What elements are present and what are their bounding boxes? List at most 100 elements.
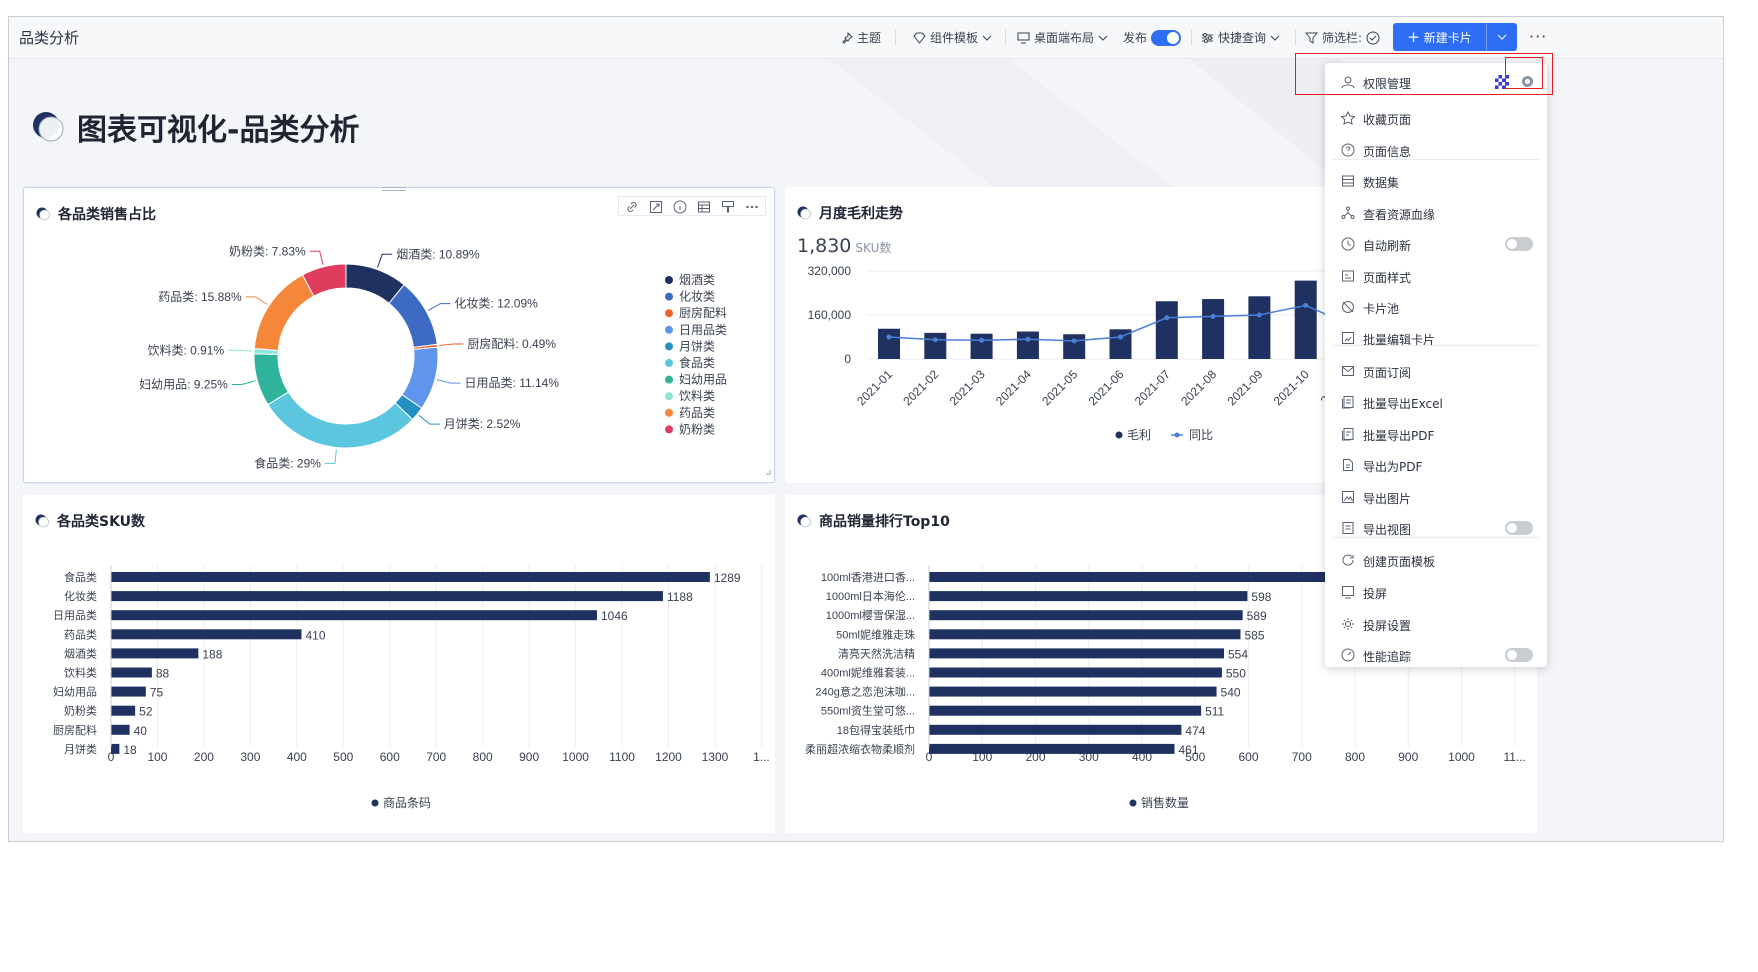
desktop-layout-dropdown[interactable]: 桌面端布局 [1017,29,1108,46]
data-label: 52 [139,705,153,719]
menu-item[interactable]: 投屏设置 [1325,610,1547,638]
theme-button[interactable]: 主题 [841,29,881,46]
legend-label: 烟酒类 [679,273,715,287]
legend-marker [665,392,673,401]
x-tick-label: 2021-07 [1132,367,1173,408]
plus-icon: + [1407,28,1420,46]
kpi-unit: SKU数 [855,241,892,255]
menu-item[interactable]: 卡片池 [1325,293,1547,321]
card-title: 商品销量排行Top10 [797,511,950,531]
menu-item[interactable]: 导出视图 [1325,514,1547,542]
link-icon[interactable] [625,199,639,213]
menu-item[interactable]: 页面信息 [1325,136,1547,164]
x-tick-label: 2021-03 [947,367,988,408]
pie-slice [388,284,438,348]
bar [929,572,1329,582]
data-label: 461 [1178,743,1198,757]
line-point [1256,312,1262,318]
new-card-dropdown[interactable] [1487,34,1517,40]
menu-item[interactable]: 页面样式 [1325,262,1547,290]
menu-toggle-switch[interactable] [1505,521,1533,535]
toolbar-divider [1005,30,1006,46]
drag-handle[interactable] [382,187,406,191]
top10-bar-chart: 0 100 200 300 400 500 600 700 800 900 1000 11...100… [805,565,1526,810]
menu-item[interactable]: 查看资源血缘 [1325,199,1547,227]
dashboard-title-text: 图表可视化-品类分析 [77,113,360,148]
card-logo-icon [797,206,811,220]
x-tick-label: 2021-10 [1271,367,1312,408]
monitor-icon [1017,32,1030,43]
pie-leader-line [228,349,253,352]
y-tick-label: 100ml香港进口香... [821,571,915,584]
menu-item[interactable]: 数据集 [1325,167,1547,195]
bar [929,591,1248,602]
question-icon [1341,143,1355,157]
card-pool-icon [1342,301,1354,313]
menu-item[interactable]: 自动刷新 [1325,230,1547,258]
info-icon[interactable] [673,199,687,214]
y-tick-label: 化妆类 [64,589,97,603]
bar [929,610,1243,621]
new-card-button[interactable]: + 新建卡片 [1393,23,1517,51]
bar [111,686,146,697]
expand-icon[interactable] [649,199,663,213]
y-tick-label: 550ml资生堂可悠... [821,704,915,718]
publish-toggle[interactable] [1151,29,1182,46]
bar [929,724,1182,735]
filter-bar-toggle[interactable]: 筛选栏: [1305,29,1380,46]
legend-label: 商品条码 [383,795,431,810]
menu-item[interactable]: 性能追踪 [1325,641,1547,669]
component-template-dropdown[interactable]: 组件模板 [913,29,992,46]
filter-label: 筛选栏: [1322,31,1363,45]
settings-gear-icon[interactable] [1522,76,1533,87]
x-tick-label: 800 [473,750,493,764]
sku-chart-card[interactable]: 各品类SKU数 0 100 200 300 400 500 600 700 800 900 1000… [23,495,775,833]
menu-item[interactable]: 收藏页面 [1325,104,1547,132]
menu-item[interactable]: 批量编辑卡片 [1325,324,1547,352]
data-label: 18 [123,743,137,757]
pie-data-label: 食品类: 29% [254,455,321,470]
menu-item[interactable]: 创建页面模板 [1325,546,1547,574]
pie-slice [267,391,414,449]
pie-leader-line [245,296,268,305]
menu-toggle-switch[interactable] [1505,648,1533,662]
toolbar-divider [1295,30,1296,46]
menu-item[interactable]: 页面订阅 [1325,357,1547,385]
menu-item[interactable]: 批量导出PDF [1325,420,1547,448]
page-style-icon [1342,270,1354,282]
x-tick-label: 500 [333,750,353,764]
x-tick-label: 1100 [609,750,635,764]
x-tick-label: 300 [240,750,260,764]
menu-item[interactable]: 导出为PDF [1325,451,1547,479]
theme-label: 主题 [857,31,882,45]
legend-marker [665,425,673,434]
menu-item[interactable]: 导出图片 [1325,483,1547,511]
quick-query-dropdown[interactable]: 快捷查询 [1201,29,1280,46]
menu-toggle-switch[interactable] [1505,237,1533,251]
data-label: 554 [1228,647,1248,661]
menu-item-label: 投屏 [1363,587,1388,601]
menu-item-label: 批量导出Excel [1363,397,1443,411]
bar [1294,280,1317,359]
new-card-main[interactable]: + 新建卡片 [1393,23,1487,51]
user-icon [1341,76,1355,89]
menu-item-label: 收藏页面 [1363,113,1412,127]
pie-leader-line [231,380,256,385]
menu-item-label: 导出图片 [1363,492,1412,506]
legend-label: 月饼类 [679,339,715,353]
line-point [1071,338,1077,344]
legend-label: 奶粉类 [679,422,715,436]
menu-item[interactable]: 投屏 [1325,578,1547,606]
pie-leader-line [324,449,337,464]
pie-data-label: 饮料类: 0.91% [147,343,224,357]
table-view-icon[interactable] [697,199,711,213]
more-icon[interactable] [745,199,759,213]
more-button[interactable]: ··· [1529,27,1548,46]
pie-chart-card[interactable]: 各品类销售占比 烟酒类: 10.89% 化妆类: 12.09% 厨房配料: 0.49… [23,187,775,483]
legend-label: 化妆类 [679,290,715,304]
brush-icon[interactable] [721,199,735,213]
menu-item[interactable]: 批量导出Excel [1325,388,1547,416]
y-tick-label: 240g意之恋泡沫咖... [815,685,915,699]
data-label: 585 [1245,628,1265,642]
quick-query-label: 快捷查询 [1218,31,1267,45]
